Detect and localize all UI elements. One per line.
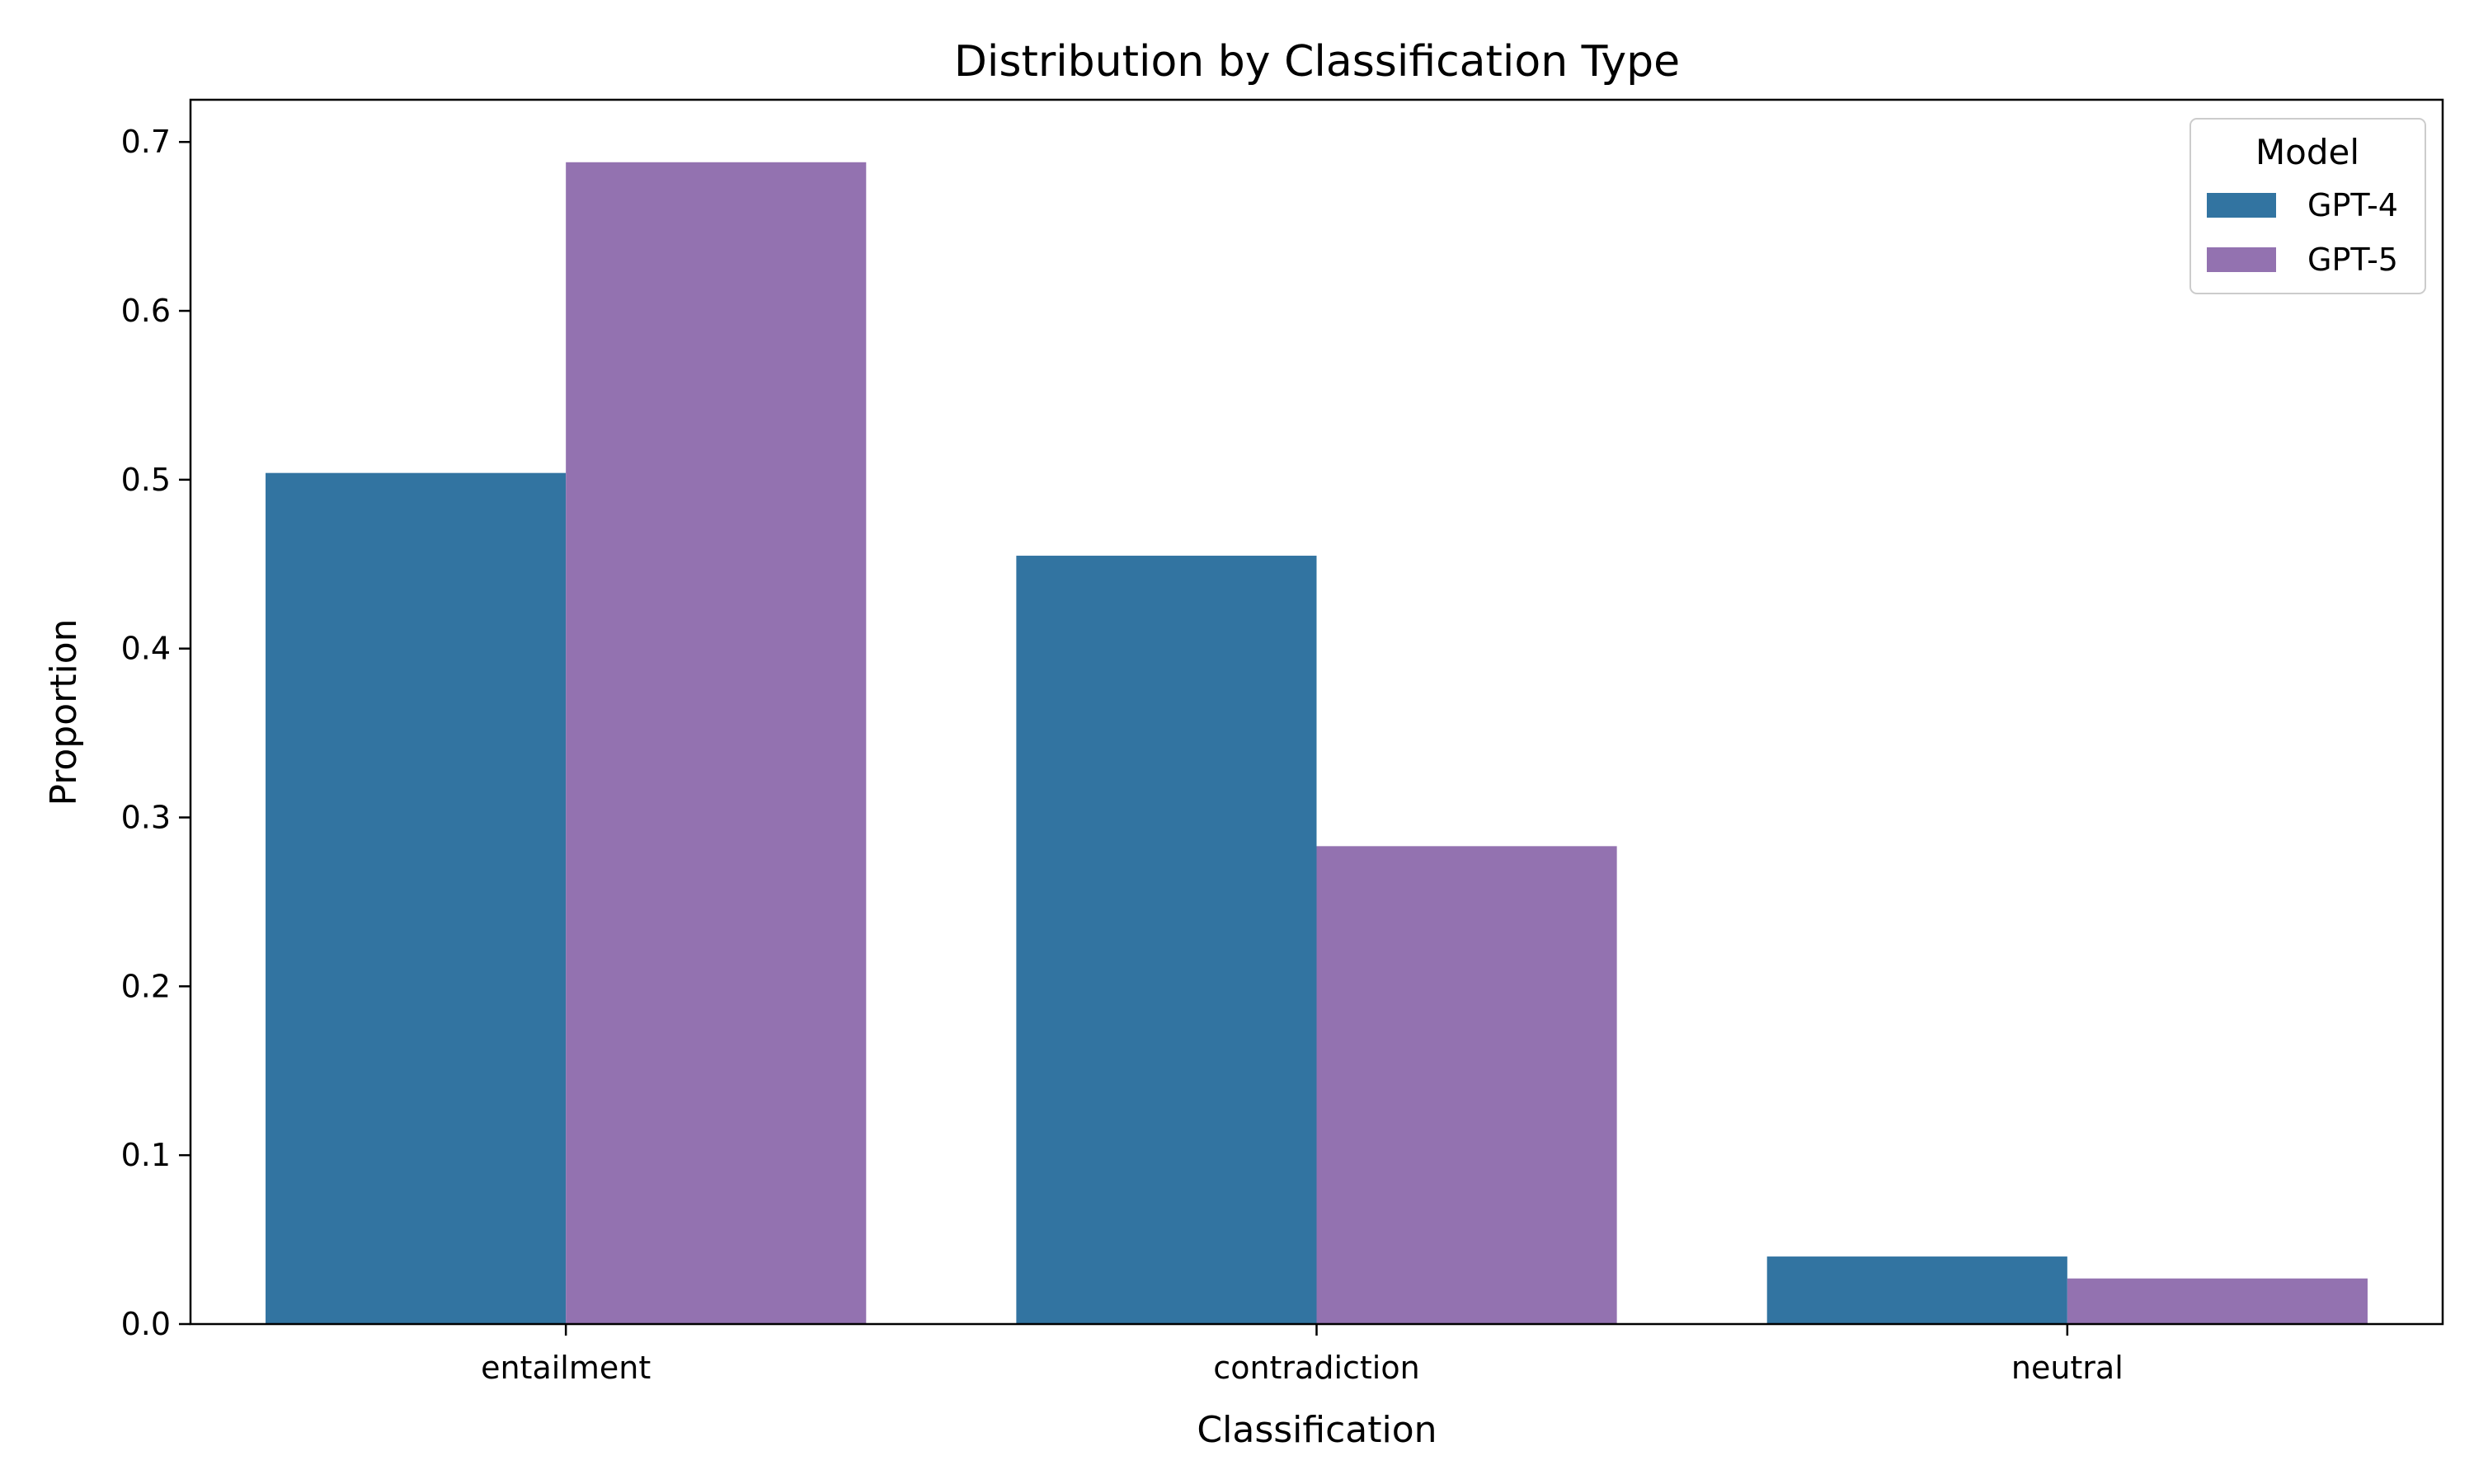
bars-group bbox=[266, 162, 2368, 1324]
legend-swatch-gpt-4 bbox=[2207, 193, 2276, 218]
legend-label-gpt-5: GPT-5 bbox=[2307, 242, 2398, 278]
x-tick-label-neutral: neutral bbox=[2011, 1350, 2124, 1386]
bar-gpt-5-neutral bbox=[2067, 1278, 2368, 1324]
chart-title: Distribution by Classification Type bbox=[954, 37, 1680, 87]
y-tick-label: 0.3 bbox=[121, 800, 171, 836]
y-tick-label: 0.0 bbox=[121, 1306, 171, 1342]
bar-gpt-4-contradiction bbox=[1016, 556, 1317, 1324]
x-axis-label: Classification bbox=[1197, 1409, 1437, 1451]
y-tick-label: 0.2 bbox=[121, 968, 171, 1004]
bar-gpt-4-neutral bbox=[1766, 1256, 2067, 1324]
y-tick-label: 0.7 bbox=[121, 124, 171, 160]
y-tick-label: 0.5 bbox=[121, 462, 171, 498]
y-axis-label: Proportion bbox=[43, 618, 85, 805]
legend-swatch-gpt-5 bbox=[2207, 247, 2276, 272]
y-axis-ticks: 0.0 0.1 0.2 0.3 0.4 0.5 0.6 0.7 bbox=[121, 124, 190, 1342]
legend-title: Model bbox=[2255, 132, 2359, 172]
y-tick-label: 0.1 bbox=[121, 1137, 171, 1173]
legend-label-gpt-4: GPT-4 bbox=[2307, 187, 2398, 223]
bar-gpt-5-entailment bbox=[566, 162, 867, 1324]
plot-frame bbox=[189, 98, 2444, 1326]
x-tick-label-entailment: entailment bbox=[481, 1350, 651, 1386]
y-tick-label: 0.6 bbox=[121, 293, 171, 329]
bar-gpt-5-contradiction bbox=[1316, 846, 1617, 1324]
bar-gpt-4-entailment bbox=[266, 472, 567, 1324]
y-tick-label: 0.4 bbox=[121, 631, 171, 667]
x-axis-ticks: entailment contradiction neutral bbox=[481, 1324, 2124, 1386]
legend: Model GPT-4 GPT-5 bbox=[2189, 118, 2426, 294]
x-tick-label-contradiction: contradiction bbox=[1213, 1350, 1419, 1386]
